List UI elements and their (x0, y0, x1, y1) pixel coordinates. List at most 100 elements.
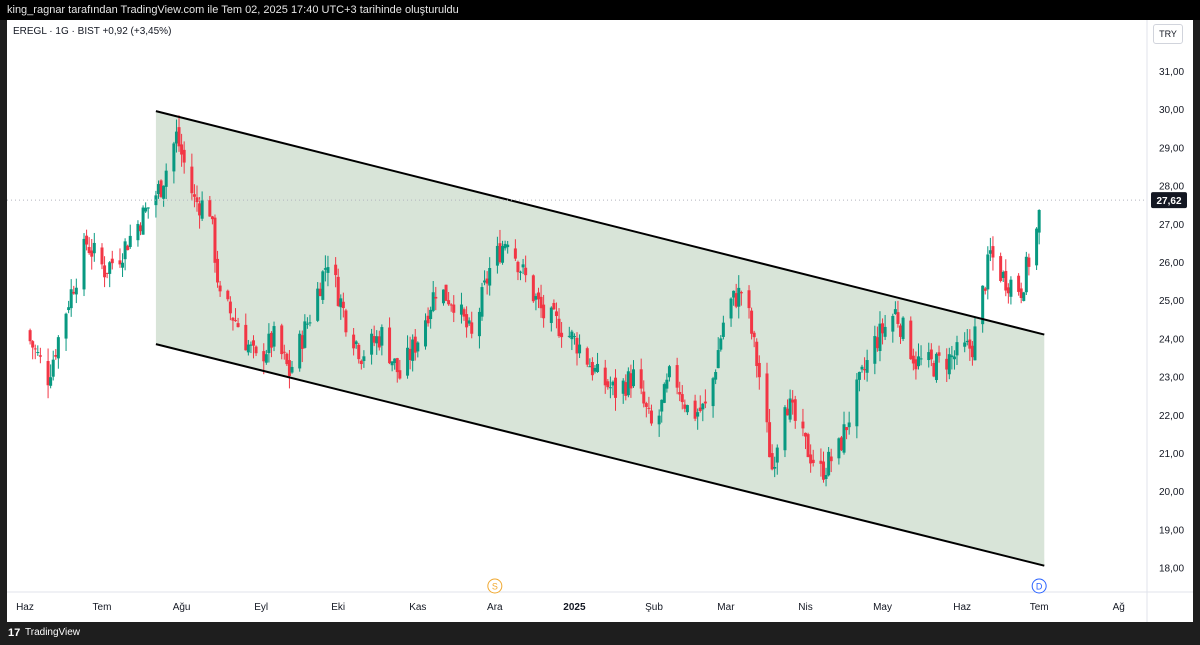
candle-body (893, 309, 897, 314)
candle-body (411, 339, 415, 361)
candle-body (1017, 275, 1021, 292)
candle-body (531, 275, 535, 302)
candle-body (629, 373, 633, 389)
candle-body (952, 356, 956, 360)
candle-body (272, 326, 276, 347)
candle-body (649, 410, 653, 424)
x-tick-label: Ağu (173, 602, 191, 613)
candle-body (390, 361, 394, 366)
candle-body (483, 280, 487, 283)
candle-body (575, 337, 579, 354)
candle-body (326, 267, 330, 273)
candle-body (963, 342, 967, 347)
candle-body (162, 185, 166, 199)
candle-body (416, 342, 420, 352)
candle-body (513, 248, 517, 259)
candle-body (701, 403, 705, 410)
candle-body (316, 288, 320, 321)
candle-body (136, 223, 140, 241)
candle-body (539, 296, 543, 309)
price-chart[interactable]: 18,00 19,00 20,00 21,00 22,00 23,00 24,00 25,00… (7, 20, 1193, 622)
chart-panel[interactable]: 18,00 19,00 20,00 21,00 22,00 23,00 24,00 25,00… (7, 20, 1193, 622)
candle-body (991, 246, 995, 258)
x-tick-label: Tem (93, 602, 112, 613)
candle-body (624, 382, 628, 396)
candle-body (827, 451, 831, 476)
candle-body (321, 271, 325, 300)
candle-body (606, 381, 610, 388)
candle-body (811, 459, 815, 464)
candle-body (51, 359, 55, 377)
candle-body (855, 379, 859, 427)
last-price-label: 27,62 (1156, 196, 1181, 207)
candle-body (752, 332, 756, 338)
candle-body (488, 267, 492, 286)
candle-body (228, 301, 232, 314)
candle-body (667, 366, 671, 378)
candle-body (773, 466, 777, 469)
candle-body (393, 358, 397, 364)
candle-body (593, 368, 597, 372)
candle-body (28, 330, 32, 342)
candle-body (698, 407, 702, 412)
candle-body (465, 314, 469, 328)
candle-body (857, 371, 861, 380)
candle-body (177, 127, 181, 147)
currency-button[interactable]: TRY (1153, 24, 1183, 44)
candle-body (793, 399, 797, 421)
candle-body (441, 289, 445, 304)
x-tick-label: Kas (409, 602, 426, 613)
candle-body (590, 361, 594, 376)
candles-group (28, 115, 1041, 487)
candle-body (431, 292, 435, 311)
candle-body (988, 250, 992, 254)
candle-body (231, 317, 235, 321)
y-tick-label: 27,00 (1159, 220, 1184, 231)
candle-body (608, 387, 612, 389)
candle-body (657, 415, 661, 425)
candle-body (198, 203, 202, 216)
candle-body (824, 474, 828, 479)
candle-body (560, 332, 564, 338)
candle-body (192, 194, 196, 197)
candle-body (108, 262, 112, 274)
candle-body (480, 287, 484, 317)
candle-body (821, 461, 825, 480)
candle-body (914, 359, 918, 370)
candle-body (323, 268, 327, 270)
candle-body (999, 256, 1003, 281)
y-tick-label: 18,00 (1159, 564, 1184, 575)
candle-body (267, 333, 271, 354)
candle-body (262, 351, 266, 362)
attribution-text: king_ragnar tarafından TradingView.com i… (7, 4, 459, 16)
y-tick-label: 26,00 (1159, 258, 1184, 269)
candle-body (190, 166, 194, 194)
candle-body (1022, 292, 1026, 301)
candle-body (916, 356, 920, 367)
candle-body (621, 380, 625, 394)
candle-body (981, 285, 985, 325)
y-tick-label: 30,00 (1159, 105, 1184, 116)
candle-body (675, 365, 679, 388)
candle-body (770, 453, 774, 470)
candle-body (359, 360, 363, 365)
candle-body (973, 326, 977, 361)
candle-body (662, 384, 666, 403)
candle-body (901, 317, 905, 339)
candle-body (236, 323, 240, 328)
candle-body (254, 346, 258, 354)
candle-body (883, 326, 887, 337)
candle-body (38, 355, 42, 357)
candle-body (750, 310, 754, 334)
candle-body (126, 245, 130, 251)
candle-body (447, 300, 451, 305)
symbol-legend[interactable]: EREGL · 1G · BIST +0,92 (+3,45%) (13, 26, 171, 37)
candle-body (282, 351, 286, 353)
channel-fill (155, 111, 1045, 566)
candle-body (585, 348, 589, 365)
y-tick-label: 31,00 (1159, 67, 1184, 78)
x-tick-label: Nis (798, 602, 812, 613)
candle-body (899, 325, 903, 337)
candle-body (305, 323, 309, 325)
y-tick-label: 29,00 (1159, 143, 1184, 154)
